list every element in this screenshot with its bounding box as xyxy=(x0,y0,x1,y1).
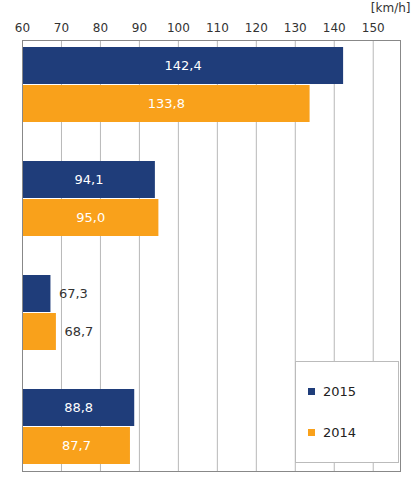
svg-text:150: 150 xyxy=(362,21,385,35)
svg-text:70: 70 xyxy=(54,21,69,35)
svg-text:88,8: 88,8 xyxy=(64,400,93,415)
svg-text:87,7: 87,7 xyxy=(62,438,91,453)
svg-text:110: 110 xyxy=(206,21,229,35)
svg-text:133,8: 133,8 xyxy=(148,96,185,111)
svg-text:100: 100 xyxy=(167,21,190,35)
svg-text:80: 80 xyxy=(93,21,108,35)
svg-text:68,7: 68,7 xyxy=(64,324,93,339)
svg-text:95,0: 95,0 xyxy=(76,210,105,225)
svg-text:90: 90 xyxy=(132,21,147,35)
svg-text:130: 130 xyxy=(284,21,307,35)
svg-text:142,4: 142,4 xyxy=(164,58,201,73)
svg-text:[km/h]: [km/h] xyxy=(371,1,411,15)
svg-text:140: 140 xyxy=(323,21,346,35)
svg-text:60: 60 xyxy=(15,21,30,35)
svg-text:67,3: 67,3 xyxy=(59,286,88,301)
html-text:2015: 2015 xyxy=(323,384,357,399)
svg-text:120: 120 xyxy=(245,21,268,35)
svg-text:94,1: 94,1 xyxy=(74,172,103,187)
html-text:2014: 2014 xyxy=(323,425,357,440)
